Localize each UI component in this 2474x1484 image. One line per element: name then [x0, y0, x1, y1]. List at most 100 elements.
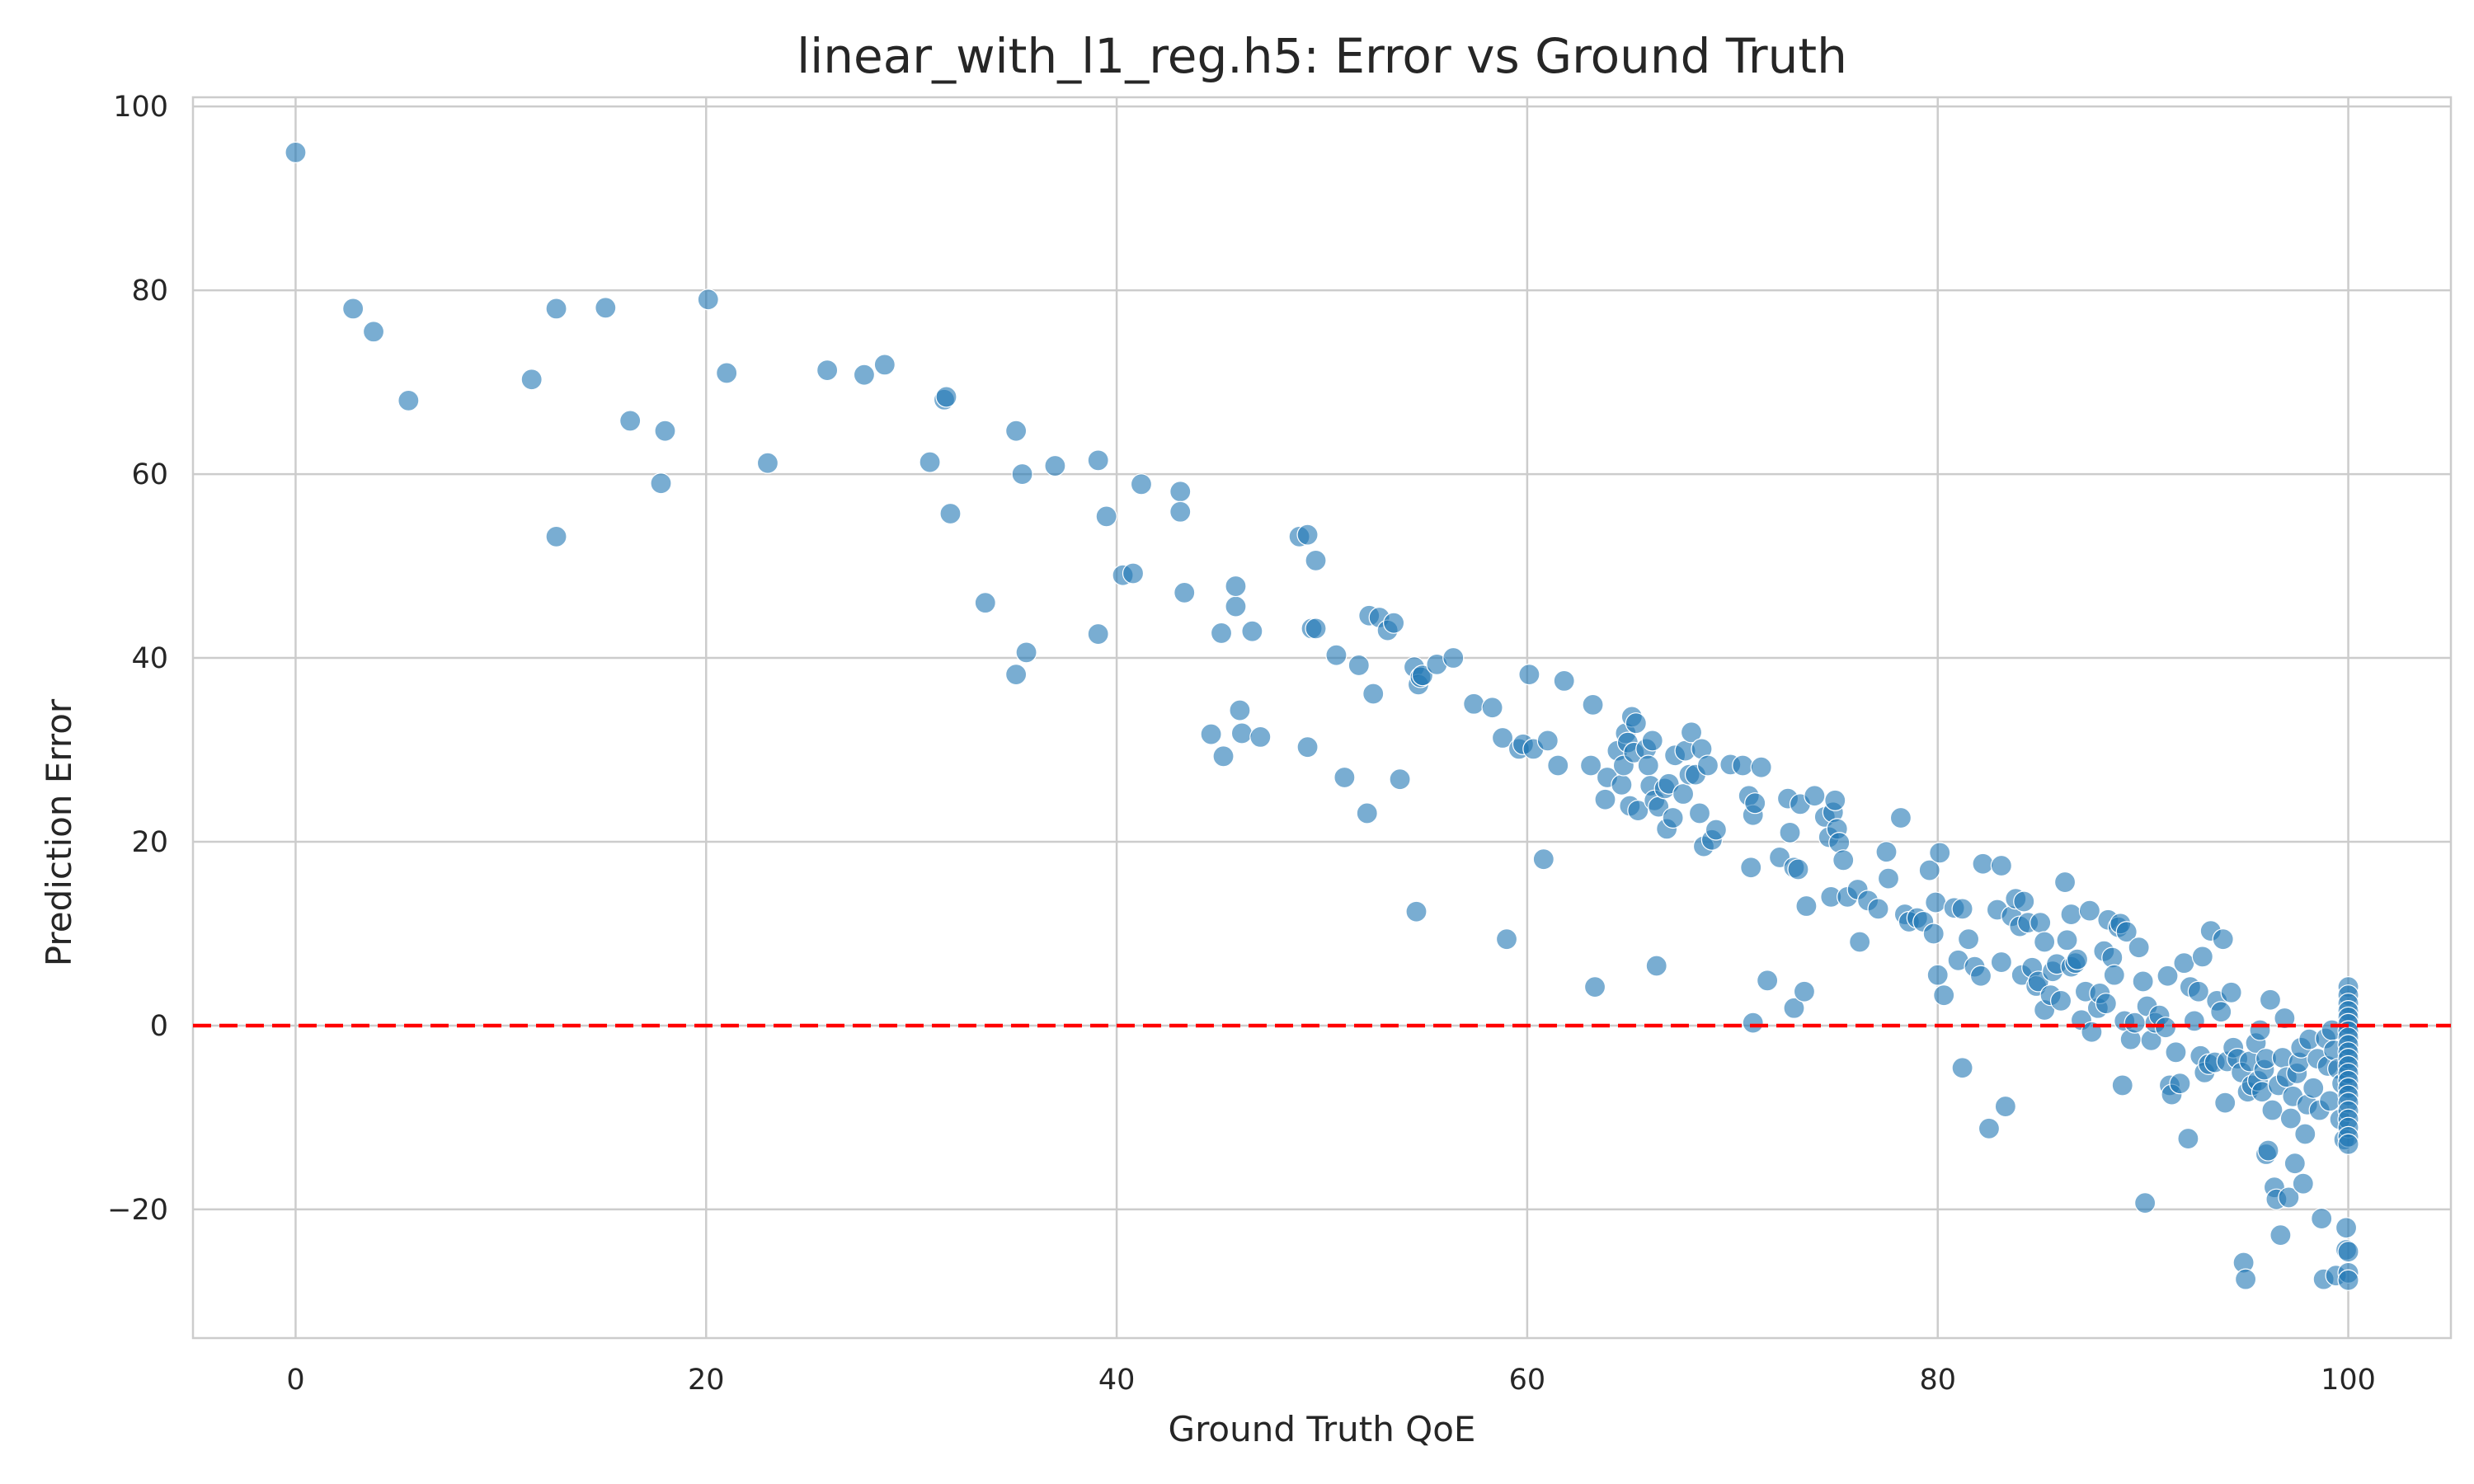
data-point	[1169, 481, 1192, 503]
data-point	[2337, 1133, 2359, 1155]
data-point	[2302, 1077, 2325, 1099]
data-point	[716, 362, 738, 384]
data-point	[2056, 929, 2078, 951]
data-point	[2191, 946, 2213, 968]
data-point	[853, 364, 876, 386]
data-point	[1229, 699, 1251, 721]
data-point	[650, 472, 672, 495]
data-point	[2257, 1139, 2279, 1162]
x-tick-labels: 0 20 40 60 80 100	[286, 1364, 2376, 1397]
data-point	[2078, 899, 2101, 922]
data-point	[1867, 898, 1889, 920]
data-point	[2337, 1269, 2359, 1291]
data-point	[2034, 931, 2056, 953]
x-tick-label: 60	[1509, 1364, 1546, 1397]
data-point	[1087, 622, 1109, 646]
data-point	[1583, 976, 1606, 998]
data-point	[2210, 1001, 2232, 1023]
data-point	[2311, 1207, 2333, 1230]
data-point	[1744, 792, 1766, 815]
data-point	[1518, 664, 1540, 686]
data-point	[1333, 766, 1356, 789]
data-point	[1491, 726, 1514, 749]
y-tick-label: 60	[131, 458, 168, 491]
data-point	[654, 420, 676, 442]
data-point	[756, 452, 779, 474]
data-point	[1230, 722, 1253, 744]
data-point	[1750, 756, 1772, 778]
data-point	[2134, 1192, 2157, 1214]
data-point	[2212, 928, 2234, 951]
data-point	[2274, 1007, 2296, 1030]
data-point	[1951, 1057, 1973, 1079]
y-tick-label: 100	[113, 91, 168, 124]
data-point	[1536, 730, 1559, 752]
data-point	[619, 410, 642, 432]
data-point	[1740, 857, 1762, 879]
data-point	[1918, 859, 1940, 881]
data-point	[1795, 895, 1818, 918]
data-point	[1348, 654, 1370, 677]
data-point	[1625, 712, 1647, 735]
data-point	[1594, 788, 1616, 810]
data-point	[1122, 562, 1145, 585]
data-point	[2013, 890, 2035, 913]
data-point	[1305, 618, 1327, 640]
data-point	[2111, 1074, 2133, 1097]
data-point	[2234, 1268, 2257, 1290]
data-point	[1383, 612, 1405, 634]
data-point	[1787, 858, 1809, 881]
data-point	[1325, 644, 1348, 666]
data-point	[1832, 849, 1855, 871]
data-point	[1095, 505, 1117, 528]
data-point	[2319, 1090, 2341, 1112]
data-point	[816, 359, 839, 382]
data-point	[2049, 989, 2072, 1012]
data-point	[1680, 721, 1703, 744]
data-point	[1793, 980, 1816, 1003]
plot-frame	[191, 96, 2453, 1340]
data-point	[2066, 948, 2089, 970]
data-point	[1405, 900, 1427, 923]
data-point	[1696, 754, 1719, 777]
data-point	[1362, 683, 1385, 705]
data-point	[285, 141, 307, 163]
data-point	[1705, 819, 1728, 841]
data-point	[2269, 1224, 2292, 1247]
data-point	[2249, 1019, 2271, 1041]
data-point	[2030, 912, 2052, 934]
data-point	[1969, 965, 1992, 987]
data-point	[1087, 449, 1109, 472]
data-point	[697, 289, 719, 311]
data-point	[1957, 928, 1980, 951]
data-point	[1757, 970, 1779, 992]
data-point	[1662, 806, 1684, 829]
data-point	[1005, 420, 1028, 442]
y-axis-label: Prediction Error	[39, 698, 79, 966]
data-point	[1925, 891, 1947, 913]
data-point	[1241, 620, 1263, 642]
data-point	[520, 369, 543, 391]
data-point	[1645, 955, 1667, 977]
data-point	[1532, 848, 1554, 871]
data-point	[1732, 754, 1754, 777]
data-point	[1742, 1012, 1764, 1034]
y-tick-labels: −20 0 20 40 60 80 100	[107, 91, 168, 1227]
data-point	[2261, 1099, 2284, 1121]
data-point	[1015, 641, 1037, 664]
data-point	[1627, 799, 1649, 822]
y-tick-label: 0	[150, 1010, 168, 1043]
data-point	[2279, 1107, 2302, 1129]
data-point	[1200, 723, 1222, 745]
data-point	[2187, 980, 2209, 1003]
data-point	[1442, 646, 1465, 669]
data-point	[974, 592, 996, 614]
x-tick-label: 80	[1919, 1364, 1956, 1397]
data-point	[342, 298, 365, 320]
data-point	[1481, 697, 1503, 719]
data-point	[1641, 730, 1663, 752]
data-point	[1688, 802, 1711, 824]
data-point	[1582, 693, 1604, 716]
data-point	[1922, 923, 1945, 945]
